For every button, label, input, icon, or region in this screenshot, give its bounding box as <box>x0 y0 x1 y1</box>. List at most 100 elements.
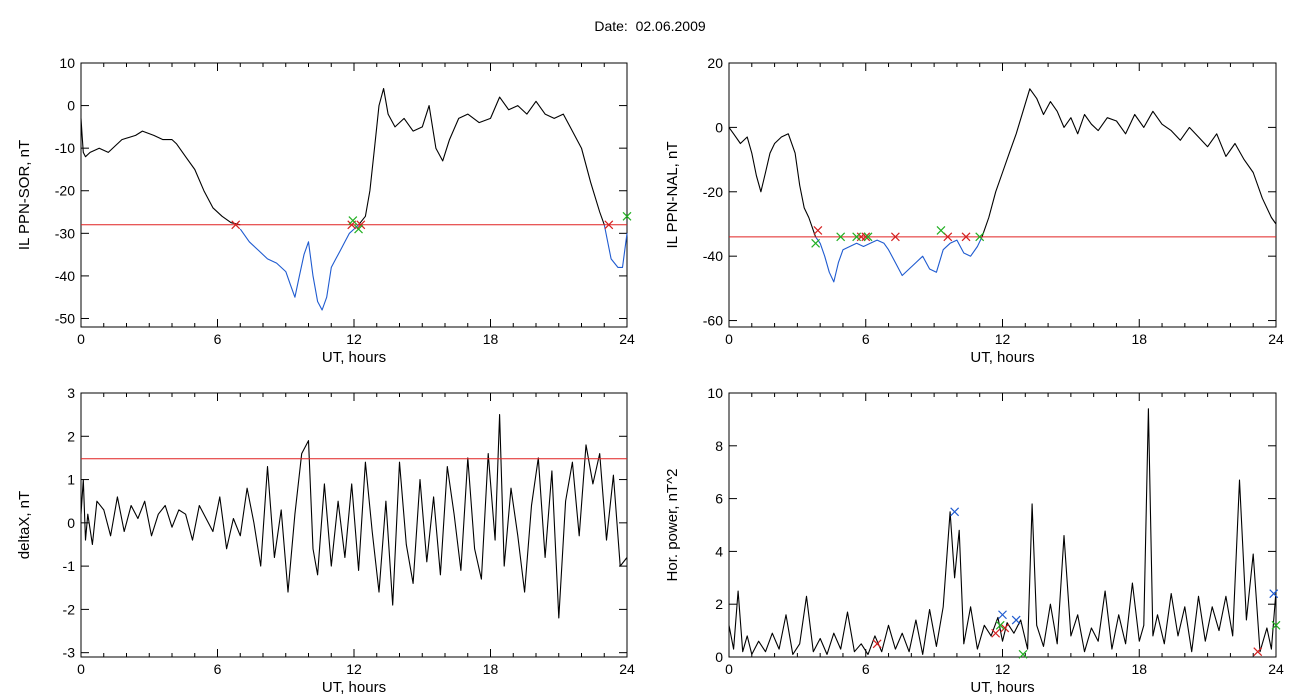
x-tick-label: 6 <box>214 331 222 347</box>
series-line <box>728 127 817 238</box>
x-tick-label: 6 <box>862 661 870 677</box>
data-marker <box>998 610 1007 620</box>
data-marker <box>872 639 882 649</box>
marker-stroke <box>961 232 971 242</box>
data-marker <box>348 216 358 225</box>
marker-stroke <box>852 232 862 242</box>
chart-il-ppn-sor: 0 6 12 18 24 10 0 -10 -20 -30 -40 -50 UT, hours IL PP… <box>16 55 635 366</box>
marker-stroke <box>1000 623 1010 633</box>
series-line <box>981 88 1277 238</box>
marker-stroke <box>872 639 882 649</box>
series-line <box>80 118 241 226</box>
chart-il-ppn-nal: 0 6 12 18 24 20 0 -20 -40 -60 UT, hours IL PPN-NAL,… <box>664 55 1284 366</box>
y-tick-label: 0 <box>715 649 723 665</box>
marker-stroke <box>936 225 946 235</box>
data-marker <box>356 220 366 230</box>
x-tick-label: 24 <box>619 331 635 347</box>
x-tick-label: 0 <box>725 331 733 347</box>
data-marker <box>836 232 846 242</box>
marker-stroke <box>998 610 1007 620</box>
marker-stroke <box>950 507 960 517</box>
data-marker <box>861 232 871 242</box>
x-axis-label: UT, hours <box>322 679 386 696</box>
data-marker <box>1271 620 1281 630</box>
y-tick-label: 6 <box>715 491 723 507</box>
y-tick-label: 20 <box>707 55 723 71</box>
series-line <box>815 236 983 283</box>
x-tick-label: 24 <box>619 661 635 677</box>
plot-frame <box>80 62 628 328</box>
y-tick-label: -1 <box>63 558 76 574</box>
data-marker <box>936 225 946 235</box>
x-tick-label: 6 <box>214 661 222 677</box>
marker-stroke <box>836 232 846 242</box>
y-tick-label: 8 <box>715 438 723 454</box>
x-tick-label: 12 <box>995 661 1011 677</box>
y-tick-label: -40 <box>703 248 723 264</box>
y-tick-label: 2 <box>67 428 75 444</box>
data-marker <box>995 620 1005 630</box>
data-marker <box>890 232 900 242</box>
marker-stroke <box>1271 620 1281 630</box>
data-marker <box>622 211 632 221</box>
x-tick-label: 24 <box>1268 331 1284 347</box>
marker-stroke <box>813 225 823 235</box>
y-tick-label: 2 <box>715 596 723 612</box>
data-marker <box>604 220 614 230</box>
y-tick-label: 0 <box>67 98 75 114</box>
marker-stroke <box>1011 615 1021 625</box>
y-axis-label: deltaX, nT <box>16 491 33 559</box>
x-axis-label: UT, hours <box>970 679 1034 696</box>
y-tick-label: 0 <box>67 515 75 531</box>
marker-stroke <box>1253 647 1263 657</box>
chart-hor-power: 0 6 12 18 24 10 8 6 4 2 0 UT, hours Hor. power, nT^2 <box>664 385 1284 696</box>
y-tick-label: 4 <box>715 543 723 559</box>
x-tick-label: 18 <box>483 661 499 677</box>
x-tick-label: 12 <box>346 331 362 347</box>
y-tick-label: -40 <box>55 268 75 284</box>
data-marker <box>1018 649 1028 659</box>
data-marker <box>991 628 1001 638</box>
marker-stroke <box>231 220 241 230</box>
y-tick-label: -20 <box>55 183 75 199</box>
x-tick-label: 6 <box>862 331 870 347</box>
data-marker <box>231 220 241 230</box>
y-tick-label: 0 <box>715 119 723 135</box>
y-axis-label: IL PPN-SOR, nT <box>16 140 33 250</box>
x-tick-label: 18 <box>483 331 499 347</box>
series-line <box>358 87 605 226</box>
data-marker <box>1269 589 1279 599</box>
marker-stroke <box>861 232 871 242</box>
series-line <box>239 224 359 311</box>
y-tick-label: -30 <box>55 225 75 241</box>
plot-frame <box>728 62 1277 328</box>
marker-stroke <box>354 224 363 234</box>
marker-stroke <box>622 211 632 221</box>
series-line <box>603 224 628 268</box>
chart-deltax: 0 6 12 18 24 3 2 1 0 -1 -2 -3 UT, hours deltaX, nT <box>16 385 635 696</box>
y-tick-label: -50 <box>55 310 75 326</box>
x-tick-label: 18 <box>1131 661 1147 677</box>
data-marker <box>1011 615 1021 625</box>
x-tick-label: 12 <box>995 331 1011 347</box>
marker-stroke <box>811 238 821 248</box>
data-marker <box>1253 647 1263 657</box>
x-axis-label: UT, hours <box>322 349 386 366</box>
marker-stroke <box>863 232 873 242</box>
y-tick-label: 1 <box>67 472 75 488</box>
x-tick-label: 18 <box>1131 331 1147 347</box>
data-marker <box>863 232 873 242</box>
marker-stroke <box>890 232 900 242</box>
y-tick-label: -3 <box>63 645 76 661</box>
marker-stroke <box>356 220 366 230</box>
y-tick-label: -10 <box>55 140 75 156</box>
marker-stroke <box>991 628 1001 638</box>
x-tick-label: 24 <box>1268 661 1284 677</box>
page-title: Date: 02.06.2009 <box>594 18 706 34</box>
marker-stroke <box>348 216 358 225</box>
data-marker <box>975 232 985 242</box>
series-line <box>728 408 1277 655</box>
x-tick-label: 12 <box>346 661 362 677</box>
data-marker <box>1000 623 1010 633</box>
data-marker <box>811 238 821 248</box>
